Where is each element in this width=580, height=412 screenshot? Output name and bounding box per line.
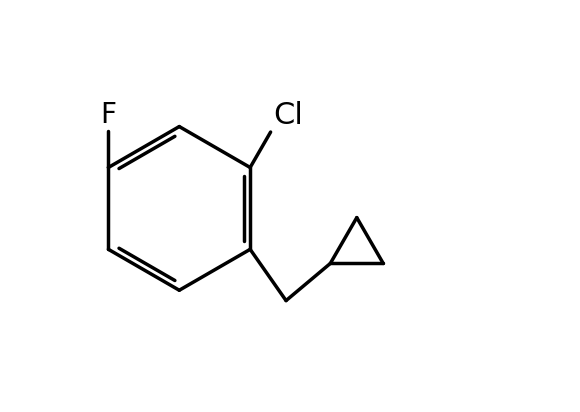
Text: Cl: Cl [273,101,303,130]
Text: F: F [100,101,117,129]
